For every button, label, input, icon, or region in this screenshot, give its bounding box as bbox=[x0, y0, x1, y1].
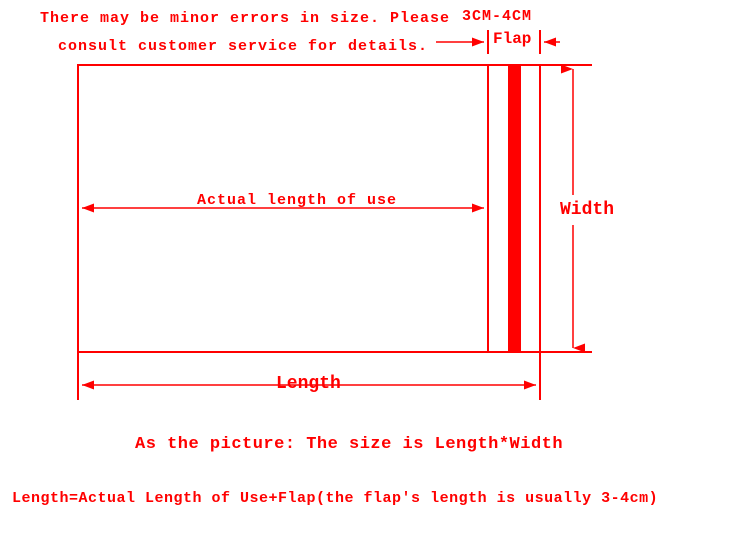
diagram-svg bbox=[0, 0, 750, 555]
note-line-2: consult customer service for details. bbox=[58, 38, 428, 55]
flap-band bbox=[508, 65, 521, 352]
flap-range-label: 3CM-4CM bbox=[462, 8, 532, 25]
length-label: Length bbox=[272, 374, 345, 394]
flap-label: Flap bbox=[493, 30, 531, 48]
note-line-1: There may be minor errors in size. Pleas… bbox=[40, 10, 450, 27]
formula-text: Length=Actual Length of Use+Flap(the fla… bbox=[12, 490, 658, 507]
caption-text: As the picture: The size is Length*Width bbox=[135, 435, 563, 454]
width-label: Width bbox=[560, 198, 614, 222]
actual-length-label: Actual length of use bbox=[195, 192, 399, 209]
